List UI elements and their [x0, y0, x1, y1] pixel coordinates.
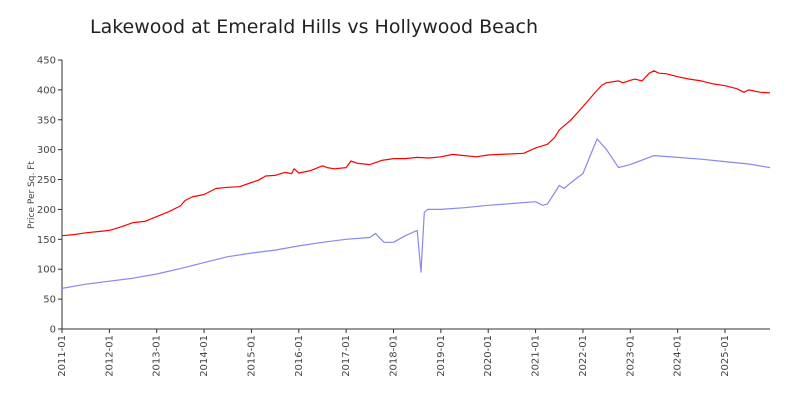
x-tick-label: 2020-01 — [483, 335, 494, 377]
x-tick-label: 2012-01 — [104, 335, 115, 377]
x-tick-label: 2016-01 — [294, 335, 305, 377]
x-tick-label: 2022-01 — [578, 335, 589, 377]
x-tick-label: 2017-01 — [341, 335, 352, 377]
y-tick-label: 400 — [37, 85, 56, 96]
y-tick-label: 100 — [37, 265, 56, 276]
series-line-hollywood-beach — [61, 138, 771, 289]
x-tick-label: 2011-01 — [57, 335, 68, 377]
x-tick-label: 2018-01 — [389, 335, 400, 377]
y-tick-label: 0 — [50, 325, 56, 336]
series-line-lakewood-at-emerald-hills — [61, 70, 771, 237]
x-tick-label: 2025-01 — [720, 335, 731, 377]
chart-series — [61, 70, 771, 289]
x-tick-label: 2014-01 — [199, 335, 210, 377]
y-tick-label: 150 — [37, 235, 56, 246]
y-tick-label: 250 — [37, 175, 56, 186]
y-tick-label: 200 — [37, 205, 56, 216]
x-tick-label: 2013-01 — [152, 335, 163, 377]
y-tick-label: 450 — [37, 56, 56, 67]
x-tick-label: 2024-01 — [673, 335, 684, 377]
x-tick-label: 2015-01 — [246, 335, 257, 377]
chart-axes: 0 50 100 150 200 250 300 350 400 450 2011-01 2012-0… — [37, 56, 770, 377]
y-tick-label: 350 — [37, 115, 56, 126]
x-tick-label: 2023-01 — [625, 335, 636, 377]
y-axis-label: Price Per Sq. Ft — [27, 161, 37, 229]
x-tick-label: 2019-01 — [436, 335, 447, 377]
chart-title: Lakewood at Emerald Hills vs Hollywood B… — [90, 16, 539, 38]
y-tick-label: 50 — [43, 295, 56, 306]
y-tick-label: 300 — [37, 145, 56, 156]
x-tick-label: 2021-01 — [531, 335, 542, 377]
